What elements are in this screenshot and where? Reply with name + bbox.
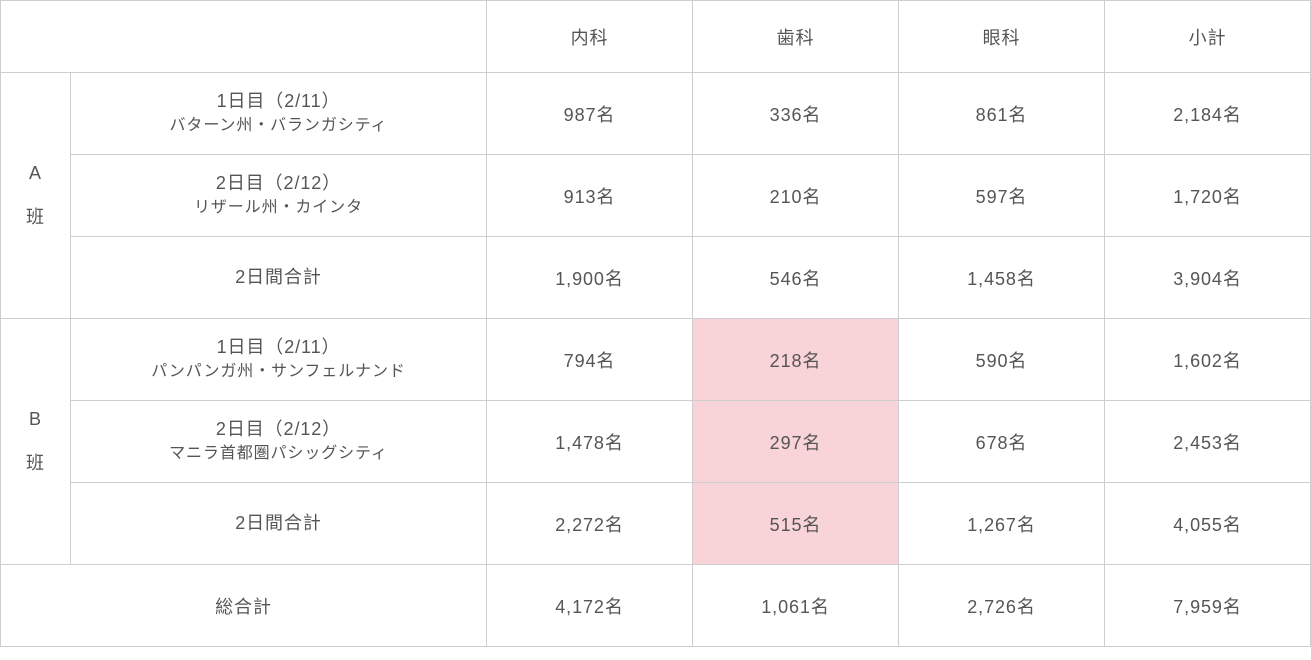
row-label: 1日目（2/11） パンパンガ州・サンフェルナンド: [71, 319, 487, 401]
header-col-3: 小計: [1105, 1, 1311, 73]
cell-value: 2,272名: [487, 483, 693, 565]
row-label: 2日目（2/12） リザール州・カインタ: [71, 155, 487, 237]
cell-value: 4,172名: [487, 565, 693, 647]
cell-value: 2,184名: [1105, 73, 1311, 155]
table-row: A 班 1日目（2/11） バターン州・バランガシティ 987名 336名 86…: [1, 73, 1311, 155]
cell-value: 597名: [899, 155, 1105, 237]
cell-value-highlight: 515名: [693, 483, 899, 565]
cell-value: 987名: [487, 73, 693, 155]
cell-value: 2,726名: [899, 565, 1105, 647]
cell-value: 794名: [487, 319, 693, 401]
row-title: 1日目（2/11）: [217, 90, 341, 113]
cell-value: 1,720名: [1105, 155, 1311, 237]
row-subtitle: バターン州・バランガシティ: [170, 116, 388, 137]
table-row: 2日目（2/12） リザール州・カインタ 913名 210名 597名 1,72…: [1, 155, 1311, 237]
cell-value: 210名: [693, 155, 899, 237]
group-a-line1: A: [29, 163, 42, 183]
table-row: 2日間合計 2,272名 515名 1,267名 4,055名: [1, 483, 1311, 565]
cell-value: 2,453名: [1105, 401, 1311, 483]
table-row: 2日目（2/12） マニラ首都圏パシッグシティ 1,478名 297名 678名…: [1, 401, 1311, 483]
cell-value: 336名: [693, 73, 899, 155]
row-subtitle: マニラ首都圏パシッグシティ: [169, 444, 388, 465]
group-label-a: A 班: [1, 73, 71, 319]
row-title: 2日間合計: [235, 512, 322, 535]
cell-value: 3,904名: [1105, 237, 1311, 319]
cell-value: 546名: [693, 237, 899, 319]
cell-value-highlight: 297名: [693, 401, 899, 483]
cell-value: 1,478名: [487, 401, 693, 483]
summary-table: 内科 歯科 眼科 小計 A 班 1日目（2/11） バターン州・バランガシティ …: [0, 0, 1311, 647]
row-subtitle: リザール州・カインタ: [194, 198, 363, 219]
cell-value: 7,959名: [1105, 565, 1311, 647]
grand-total-row: 総合計 4,172名 1,061名 2,726名 7,959名: [1, 565, 1311, 647]
row-title: 2日目（2/12）: [216, 418, 341, 441]
group-b-line2: 班: [26, 453, 45, 473]
cell-value-highlight: 218名: [693, 319, 899, 401]
table-row: B 班 1日目（2/11） パンパンガ州・サンフェルナンド 794名 218名 …: [1, 319, 1311, 401]
row-label: 2日間合計: [71, 237, 487, 319]
cell-value: 1,061名: [693, 565, 899, 647]
row-label: 2日目（2/12） マニラ首都圏パシッグシティ: [71, 401, 487, 483]
header-col-2: 眼科: [899, 1, 1105, 73]
cell-value: 861名: [899, 73, 1105, 155]
row-label: 1日目（2/11） バターン州・バランガシティ: [71, 73, 487, 155]
group-b-line1: B: [29, 409, 42, 429]
table-header-row: 内科 歯科 眼科 小計: [1, 1, 1311, 73]
cell-value: 1,602名: [1105, 319, 1311, 401]
table-row: 2日間合計 1,900名 546名 1,458名 3,904名: [1, 237, 1311, 319]
cell-value: 913名: [487, 155, 693, 237]
header-col-1: 歯科: [693, 1, 899, 73]
cell-value: 590名: [899, 319, 1105, 401]
row-title: 1日目（2/11）: [217, 336, 341, 359]
row-title: 2日目（2/12）: [216, 172, 341, 195]
cell-value: 1,900名: [487, 237, 693, 319]
cell-value: 678名: [899, 401, 1105, 483]
row-subtitle: パンパンガ州・サンフェルナンド: [151, 362, 406, 383]
header-blank: [1, 1, 487, 73]
grand-total-label: 総合計: [1, 565, 487, 647]
row-title: 2日間合計: [235, 266, 322, 289]
row-label: 2日間合計: [71, 483, 487, 565]
group-a-line2: 班: [26, 207, 45, 227]
header-col-0: 内科: [487, 1, 693, 73]
cell-value: 4,055名: [1105, 483, 1311, 565]
cell-value: 1,267名: [899, 483, 1105, 565]
cell-value: 1,458名: [899, 237, 1105, 319]
group-label-b: B 班: [1, 319, 71, 565]
